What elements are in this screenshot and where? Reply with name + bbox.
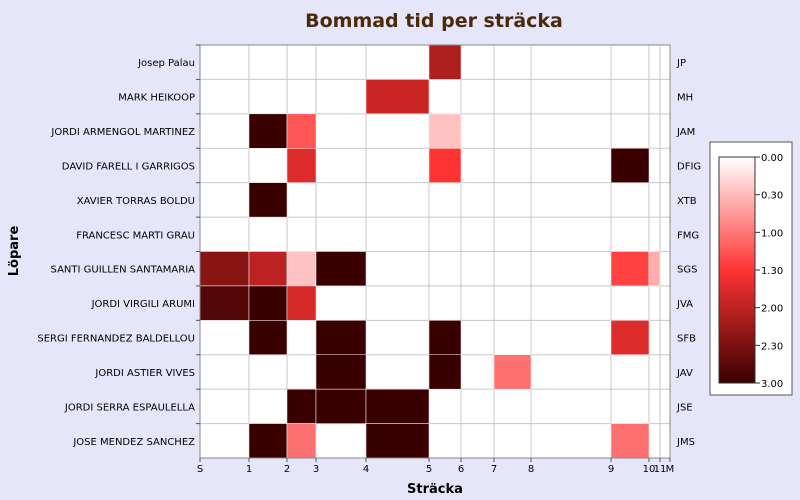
row-code-label: SFB — [677, 334, 696, 345]
row-code-label: MH — [677, 93, 693, 104]
heat-cell — [610, 148, 650, 183]
heat-cell — [248, 423, 288, 459]
row-code-label: XTB — [677, 196, 697, 207]
chart-title: Bommad tid per sträcka — [305, 10, 563, 32]
heat-cell — [315, 320, 367, 356]
row-label: MARK HEIKOOP — [118, 93, 195, 104]
heat-cell — [248, 113, 288, 149]
row-label: SERGI FERNANDEZ BALDELLOU — [37, 334, 195, 345]
heat-cell — [286, 423, 317, 459]
color-legend: 0.00 0.30 1.00 1.30 2.00 2.30 3.00 — [709, 141, 793, 396]
row-label: FRANCESC MARTI GRAU — [76, 230, 195, 241]
row-code-label: JAM — [676, 127, 695, 138]
legend-tick-label: 0.00 — [761, 153, 783, 164]
heat-cell — [248, 182, 288, 218]
row-labels: Josep Palau MARK HEIKOOP JORDI ARMENGOL MA… — [37, 44, 200, 448]
heat-cell — [315, 354, 367, 390]
row-code-label: JP — [676, 58, 686, 69]
row-codes: JP MH JAM DFIG XTB FMG SGS JVA SFB JAV JSE JMS — [676, 58, 701, 448]
heat-cell — [428, 354, 462, 390]
row-code-label: JAV — [676, 368, 693, 379]
legend-tick-label: 2.30 — [761, 341, 783, 352]
row-code-label: SGS — [677, 265, 697, 276]
heat-cell — [648, 251, 661, 287]
row-code-label: JVA — [676, 299, 693, 310]
x-tick-label: 10 — [643, 464, 656, 475]
row-label: JORDI SERRA ESPAULELLA — [64, 402, 195, 413]
row-label: DAVID FARELL I GARRIGOS — [62, 161, 195, 172]
heat-cell — [199, 251, 250, 287]
heat-cell — [199, 285, 250, 321]
x-tick-label: 11 — [654, 464, 667, 475]
heat-cell — [286, 388, 317, 424]
heat-cell — [428, 148, 462, 183]
x-tick-label: 8 — [528, 464, 534, 475]
row-label: SANTI GUILLEN SANTAMARIA — [51, 265, 196, 276]
heat-cell — [286, 148, 317, 183]
heat-cell — [248, 320, 288, 356]
heat-cell — [493, 354, 532, 390]
heat-cell — [610, 320, 650, 356]
legend-tick-label: 0.30 — [761, 191, 783, 202]
heat-cell — [365, 79, 430, 115]
heat-cell — [428, 44, 462, 80]
heat-cell — [248, 251, 288, 287]
row-label: Josep Palau — [137, 58, 195, 69]
legend-ticks: 0.00 0.30 1.00 1.30 2.00 2.30 3.00 — [755, 153, 783, 390]
row-label: JORDI ARMENGOL MARTINEZ — [50, 127, 195, 138]
row-code-label: JMS — [676, 437, 695, 448]
legend-tick-label: 1.30 — [761, 266, 783, 277]
x-tick-label: 2 — [284, 464, 290, 475]
heat-cell — [610, 251, 650, 287]
heat-cell — [428, 113, 462, 149]
x-tick-label: 6 — [458, 464, 464, 475]
y-axis-title: Löpare — [7, 226, 22, 277]
legend-tick-label: 3.00 — [761, 379, 783, 390]
heat-cell — [365, 388, 430, 424]
row-label: JORDI VIRGILI ARUMI — [91, 299, 195, 310]
legend-colorbar — [718, 156, 756, 384]
x-tick-label: 1 — [246, 464, 252, 475]
row-code-label: DFIG — [677, 161, 701, 172]
x-tick-label: M — [666, 464, 675, 475]
x-axis-title: Sträcka — [407, 482, 463, 497]
x-tick-label: 3 — [313, 464, 319, 475]
heat-cell — [248, 285, 288, 321]
row-label: XAVIER TORRAS BOLDU — [77, 196, 195, 207]
legend-tick-label: 2.00 — [761, 304, 783, 315]
row-code-label: JSE — [676, 402, 693, 413]
heat-cells — [199, 44, 661, 459]
heat-cell — [610, 423, 650, 459]
legend-tick-label: 1.00 — [761, 228, 783, 239]
heat-cell — [286, 285, 317, 321]
x-tick-label: 4 — [363, 464, 369, 475]
row-label: JORDI ASTIER VIVES — [94, 368, 195, 379]
heat-cell — [428, 320, 462, 356]
heat-cell — [365, 423, 430, 459]
heat-cell — [286, 113, 317, 149]
heat-cell — [315, 388, 367, 424]
x-tick-label: 7 — [491, 464, 497, 475]
x-tick-label: 9 — [608, 464, 614, 475]
heat-cell — [315, 251, 367, 287]
heat-cell — [286, 251, 317, 287]
row-label: JOSE MENDEZ SANCHEZ — [72, 437, 195, 448]
x-tick-label: S — [197, 464, 203, 475]
x-tick-label: 5 — [426, 464, 432, 475]
row-code-label: FMG — [677, 230, 699, 241]
